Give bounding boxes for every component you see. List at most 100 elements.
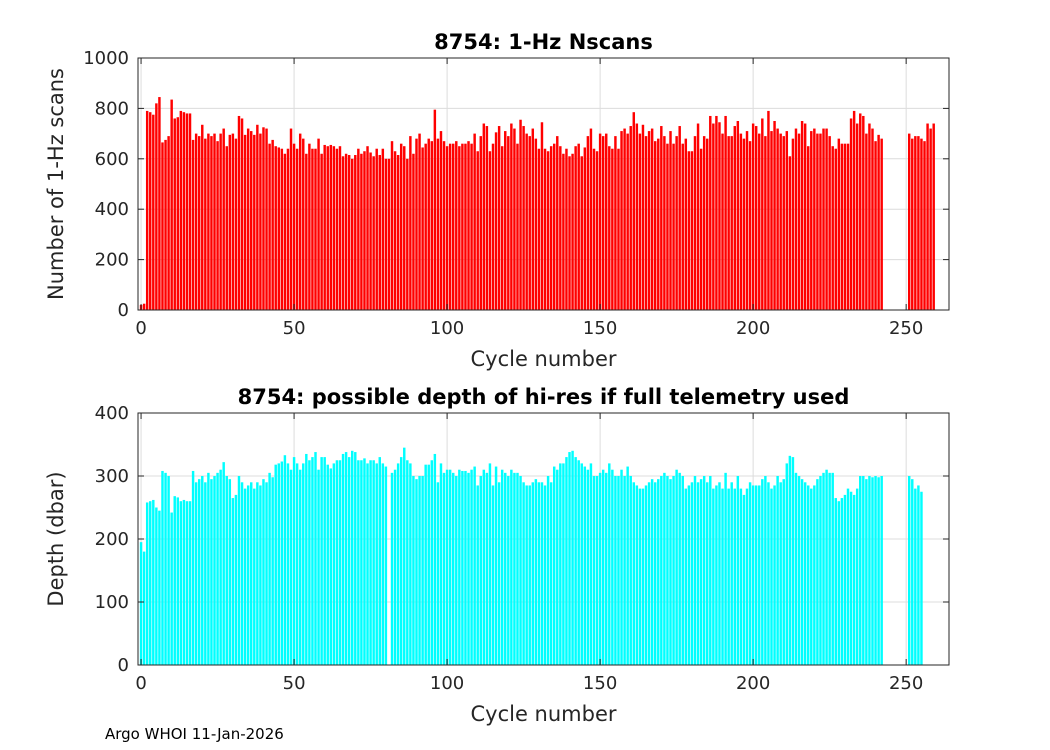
bar <box>840 143 844 310</box>
bar <box>194 482 198 665</box>
bar <box>295 463 299 665</box>
bar <box>546 151 550 310</box>
x-tick-label: 250 <box>889 673 923 694</box>
bar <box>473 133 476 310</box>
bar <box>855 123 859 311</box>
bar <box>366 146 369 310</box>
bar <box>363 151 366 310</box>
bar <box>528 136 531 310</box>
bar <box>445 146 449 310</box>
bar <box>448 143 452 310</box>
bar <box>344 153 348 310</box>
bar <box>237 476 241 665</box>
bar <box>629 476 632 665</box>
bar <box>932 123 935 311</box>
bar <box>320 457 323 665</box>
bar <box>378 155 381 310</box>
bar <box>626 466 629 665</box>
bar <box>559 146 562 310</box>
bar <box>507 476 510 665</box>
bar <box>225 146 228 310</box>
bar <box>865 133 868 310</box>
bar <box>207 472 210 665</box>
bar <box>696 482 700 665</box>
bar <box>323 144 326 310</box>
bar <box>675 469 678 665</box>
bar <box>341 156 345 310</box>
bar <box>305 153 308 310</box>
bar <box>831 146 834 310</box>
bar <box>871 128 874 310</box>
bar <box>819 133 822 310</box>
bar <box>458 469 461 665</box>
bar <box>461 143 464 310</box>
bar <box>256 482 259 665</box>
bar <box>197 136 201 310</box>
bar <box>298 133 302 310</box>
bar <box>347 457 351 665</box>
bar <box>742 138 746 310</box>
bar <box>482 123 486 311</box>
bar <box>476 151 479 310</box>
bar <box>779 482 782 665</box>
bar <box>347 155 351 310</box>
bar <box>412 153 415 310</box>
bar <box>635 123 639 311</box>
bar <box>675 136 678 310</box>
bar <box>369 152 372 310</box>
bar <box>164 139 167 310</box>
bar <box>632 482 636 665</box>
bar <box>286 463 290 665</box>
bar <box>813 485 816 665</box>
bar <box>534 138 538 310</box>
bar <box>418 133 421 310</box>
bar <box>865 479 868 665</box>
bar <box>185 501 189 665</box>
bar <box>250 482 253 665</box>
x-tick-label: 100 <box>430 318 464 339</box>
bar <box>415 138 418 310</box>
bar <box>672 143 675 310</box>
bar <box>724 115 727 311</box>
bar <box>617 148 620 310</box>
bar <box>519 476 522 665</box>
bar <box>494 132 498 310</box>
bar <box>415 479 418 665</box>
bar <box>458 146 461 310</box>
bar <box>182 499 186 665</box>
bar <box>779 133 782 310</box>
bar <box>280 461 284 665</box>
bar <box>176 117 180 310</box>
bar <box>182 112 186 311</box>
bar <box>372 156 375 310</box>
bar <box>513 128 516 310</box>
y-axis-label: Number of 1-Hz scans <box>44 68 68 300</box>
bar <box>537 482 541 665</box>
bar <box>305 453 308 665</box>
bar <box>387 158 391 310</box>
bar <box>366 463 369 665</box>
bar <box>262 127 265 310</box>
bar <box>623 128 626 310</box>
bar <box>378 457 381 665</box>
y-tick-label: 100 <box>95 592 129 613</box>
bar <box>574 146 577 310</box>
bar <box>907 133 911 310</box>
bar <box>773 485 776 665</box>
bar <box>806 485 810 665</box>
bar <box>653 482 657 665</box>
bar <box>207 133 210 310</box>
bar <box>243 488 247 665</box>
bar <box>430 141 434 310</box>
bar <box>852 110 856 310</box>
bar <box>341 453 345 665</box>
bar <box>580 463 583 665</box>
bar <box>819 476 822 665</box>
bar <box>191 470 195 665</box>
bar <box>605 133 608 310</box>
bar <box>409 463 412 665</box>
bar <box>666 476 669 665</box>
bar <box>289 128 293 310</box>
bar <box>142 303 146 310</box>
